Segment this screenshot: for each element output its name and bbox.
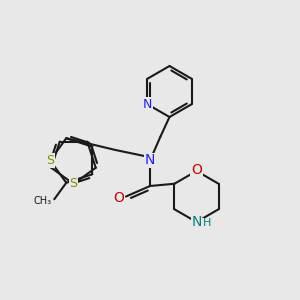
Text: N: N bbox=[145, 154, 155, 167]
Text: CH₃: CH₃ bbox=[33, 196, 51, 206]
Text: H: H bbox=[203, 218, 211, 229]
Text: S: S bbox=[70, 177, 77, 190]
Text: S: S bbox=[46, 154, 54, 167]
Text: O: O bbox=[113, 191, 124, 205]
Text: N: N bbox=[143, 98, 152, 111]
Text: N: N bbox=[191, 215, 202, 229]
Text: O: O bbox=[191, 163, 202, 176]
